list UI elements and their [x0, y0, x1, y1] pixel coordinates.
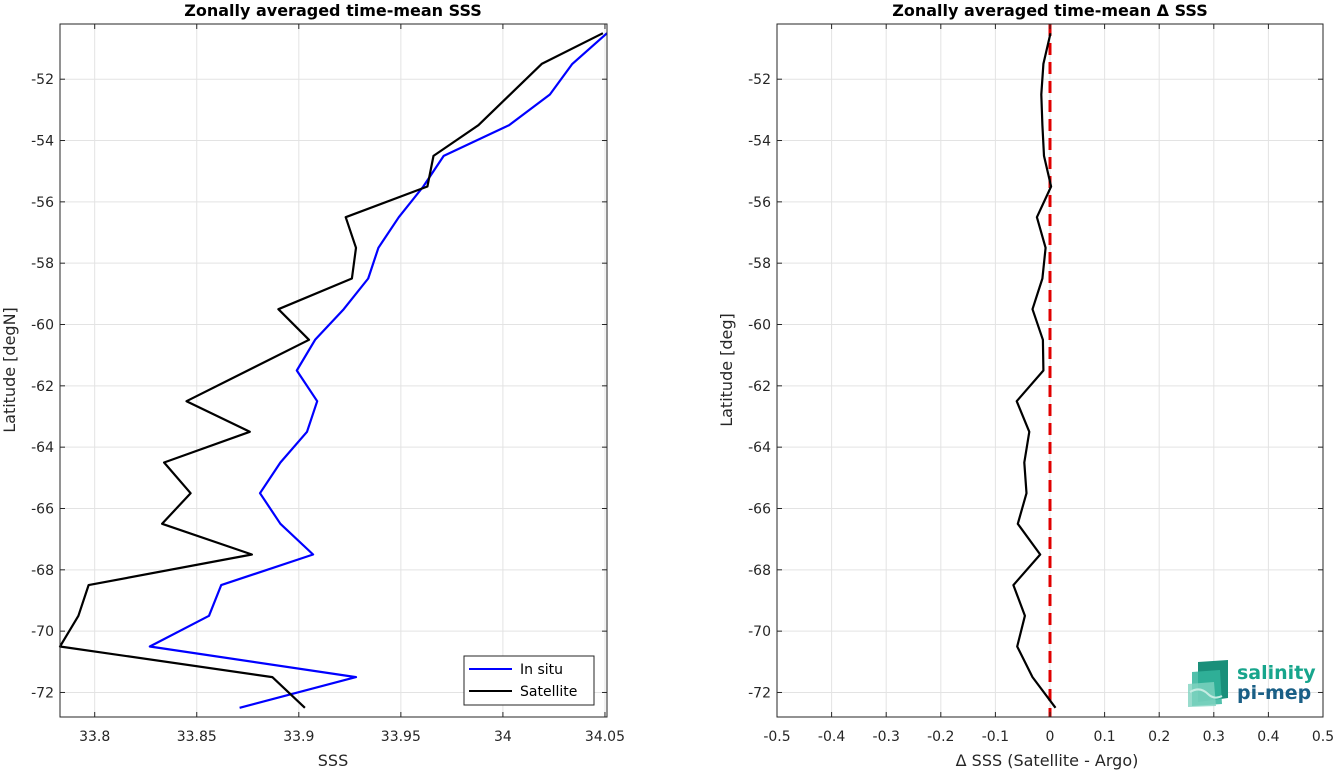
- x-tick-label: -0.5: [763, 729, 790, 745]
- logo-text-salinity: salinity: [1237, 662, 1316, 684]
- y-tick-label: -70: [31, 624, 54, 640]
- delta-sss-panel: -0.5 -0.4 -0.3 -0.2 -0.1 0 0.1 0.2 0.3 0.4 0.5 -72 -…: [717, 1, 1334, 770]
- y-tick-label: -62: [748, 379, 771, 395]
- x-tick-label: 33.8: [79, 729, 110, 745]
- y-tick-label: -68: [31, 563, 54, 579]
- y-tick-label: -54: [748, 134, 771, 150]
- x-tick-label: 34.05: [585, 729, 625, 745]
- y-tick-label: -56: [748, 195, 771, 211]
- y-tick-label: -54: [31, 134, 54, 150]
- x-tick-label: 34: [494, 729, 512, 745]
- x-tick-label: 33.95: [381, 729, 421, 745]
- y-tick-label: -52: [748, 72, 771, 88]
- legend-box: [463, 655, 595, 706]
- y-tick-label: -72: [748, 685, 771, 701]
- x-tick-label: 0.5: [1312, 729, 1334, 745]
- x-tick-label: -0.2: [927, 729, 954, 745]
- salinity-pimep-logo: salinity pi-mep: [1188, 660, 1316, 707]
- x-tick-label: -0.4: [818, 729, 845, 745]
- x-tick-label: 0.3: [1203, 729, 1225, 745]
- x-tick-label: 0.4: [1257, 729, 1279, 745]
- ticks-delta: -0.5 -0.4 -0.3 -0.2 -0.1 0 0.1 0.2 0.3 0.4 0.5 -72 -…: [748, 24, 1334, 745]
- legend: In situ Satellite: [463, 655, 595, 706]
- y-tick-label: -66: [748, 501, 771, 517]
- sss-panel: 33.8 33.85 33.9 33.95 34 34.05 -72 -70 -68 -66 -64…: [0, 1, 625, 770]
- y-tick-label: -60: [748, 318, 771, 334]
- x-tick-label: 0.2: [1148, 729, 1170, 745]
- y-tick-label: -58: [748, 256, 771, 272]
- y-tick-label: -58: [31, 256, 54, 272]
- y-tick-label: -64: [748, 440, 771, 456]
- x-tick-label: 33.9: [283, 729, 314, 745]
- x-tick-label: 0.1: [1093, 729, 1115, 745]
- y-tick-label: -62: [31, 379, 54, 395]
- y-tick-label: -60: [31, 318, 54, 334]
- y-tick-label: -72: [31, 685, 54, 701]
- chart-title-sss: Zonally averaged time-mean SSS: [184, 1, 482, 20]
- plot-area-sss: [60, 24, 607, 717]
- y-tick-label: -70: [748, 624, 771, 640]
- y-tick-label: -52: [31, 72, 54, 88]
- legend-label-satellite: Satellite: [520, 684, 577, 700]
- x-tick-label: 0: [1046, 729, 1055, 745]
- ticks-sss: 33.8 33.85 33.9 33.95 34 34.05 -72 -70 -68 -66 -64…: [31, 24, 625, 745]
- axes-box-sss: [59, 23, 608, 718]
- x-axis-label-sss: SSS: [318, 751, 348, 770]
- x-tick-label: 33.85: [177, 729, 217, 745]
- series-line-in-situ: [148, 32, 608, 709]
- series-delta: [1012, 32, 1057, 709]
- series-line-satellite: [58, 32, 604, 709]
- x-axis-label-delta: Δ SSS (Satellite - Argo): [956, 751, 1139, 770]
- chart-title-delta: Zonally averaged time-mean Δ SSS: [892, 1, 1208, 20]
- logo-text-pimep: pi-mep: [1237, 682, 1311, 704]
- series-line-delta: [1012, 32, 1057, 709]
- legend-label-in-situ: In situ: [520, 662, 563, 678]
- y-tick-label: -64: [31, 440, 54, 456]
- logo-wave-icon: [1188, 660, 1228, 707]
- series-sss: [58, 32, 608, 709]
- y-axis-label-delta: Latitude [deg]: [717, 313, 736, 427]
- y-axis-label-sss: Latitude [degN]: [0, 307, 19, 433]
- y-tick-label: -68: [748, 563, 771, 579]
- x-tick-label: -0.3: [873, 729, 900, 745]
- x-tick-label: -0.1: [982, 729, 1009, 745]
- grid-sss: [60, 24, 607, 717]
- y-tick-label: -66: [31, 501, 54, 517]
- y-tick-label: -56: [31, 195, 54, 211]
